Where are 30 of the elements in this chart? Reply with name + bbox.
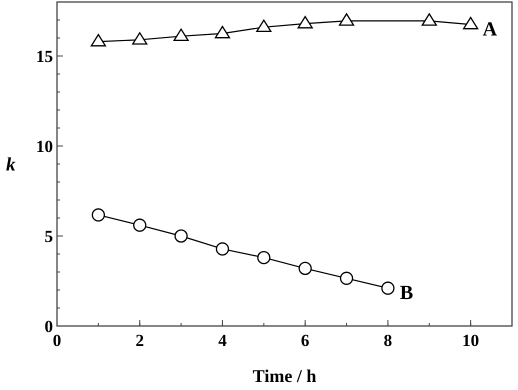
point — [216, 242, 230, 256]
y-tick-label: 15 — [36, 46, 53, 66]
point — [132, 32, 148, 45]
y-tick-label: 0 — [44, 316, 53, 336]
point — [173, 28, 189, 42]
x-tick-label: 8 — [384, 331, 392, 350]
point — [298, 262, 312, 276]
x-tick-label: 4 — [218, 331, 228, 350]
point — [90, 34, 106, 46]
y-tick-label: 5 — [44, 226, 53, 246]
point — [174, 229, 188, 243]
point — [92, 208, 106, 222]
point — [133, 218, 146, 232]
x-tick-label: 6 — [300, 331, 310, 350]
point — [214, 26, 230, 38]
point — [338, 13, 354, 26]
point — [340, 272, 354, 285]
point — [462, 16, 478, 30]
point — [256, 20, 272, 32]
point — [381, 282, 395, 295]
y-tick-label: 10 — [36, 136, 53, 156]
x-axis-title: Time / h — [252, 366, 316, 386]
point — [257, 250, 270, 264]
x-tick-label: 2 — [135, 331, 144, 350]
y-axis-title: k — [6, 154, 16, 176]
point — [298, 16, 313, 28]
series-label: B — [400, 282, 414, 304]
point — [422, 13, 437, 26]
x-tick-label: 10 — [462, 331, 480, 350]
series-label: A — [482, 18, 498, 40]
